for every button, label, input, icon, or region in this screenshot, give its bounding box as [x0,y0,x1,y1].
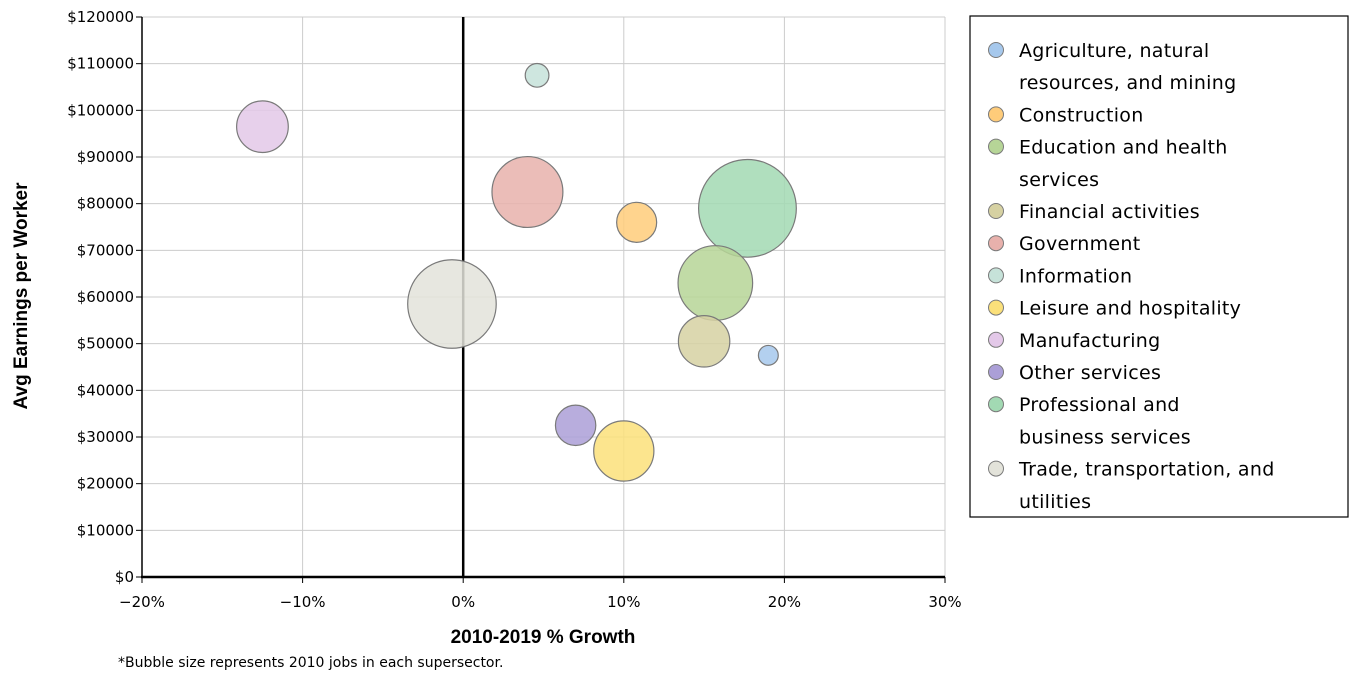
bubble-trade-transportation-and-utilities [407,259,497,349]
legend-label: Education and health [1019,137,1228,159]
legend-label: Leisure and hospitality [1019,298,1241,320]
y-tick-label: $30000 [77,428,134,446]
legend-marker [988,331,1004,348]
x-tick-label: −10% [280,593,326,611]
gridlines [142,16,946,577]
y-axis-title: Avg Earnings per Worker [11,182,32,410]
bubble-manufacturing [236,100,289,154]
legend-label: resources, and mining [1019,72,1236,94]
legend-marker [988,106,1004,123]
y-tick-label: $10000 [77,521,134,539]
bubble-professional-and-business-services [697,158,797,258]
legend-marker [988,42,1004,58]
legend-marker [988,364,1004,380]
x-tick-label: 30% [928,593,961,611]
bubble-education-and-health-services [677,245,754,321]
y-tick-label: $0 [115,568,134,586]
y-tick-label: $60000 [77,288,134,306]
legend-label: Information [1019,265,1132,287]
x-tick-label: −20% [119,593,165,611]
legend-label: Other services [1019,362,1161,384]
legend-label: Trade, transportation, and [1018,459,1275,481]
legend-marker [988,138,1004,155]
bubble-other-services [554,404,597,447]
y-tick-label: $90000 [77,148,134,166]
legend-label: Manufacturing [1019,330,1160,352]
bubble-information [524,62,550,88]
y-tick-label: $80000 [77,195,134,213]
y-tick-label: $50000 [77,335,134,353]
legend-marker [988,396,1004,413]
y-tick-label: $100000 [67,101,134,119]
legend-label: Financial activities [1019,201,1200,223]
legend-marker [988,299,1004,316]
bubble-financial-activities [677,315,731,368]
x-tick-label: 0% [451,593,475,611]
bubbles [236,62,797,482]
y-tick-label: $40000 [77,381,134,399]
x-axis-title: 2010-2019 % Growth [451,627,636,648]
axes: $0 $10000 $20000 $30000 $40000 $50000 $60000 $7… [67,8,961,611]
legend-marker [988,203,1004,219]
legend-marker [988,267,1004,284]
y-tick-label: $110000 [67,55,134,73]
legend-label: Government [1019,233,1141,255]
legend-label: Construction [1019,104,1144,126]
bubble-government [491,155,564,229]
legend-label: business services [1019,426,1191,448]
y-tick-label: $20000 [77,475,134,493]
legend-label: services [1019,169,1099,191]
x-tick-label: 10% [607,593,640,611]
legend-marker [988,235,1004,252]
legend-label: utilities [1019,491,1091,513]
x-tick-label: 20% [768,593,801,611]
y-tick-label: $70000 [77,241,134,259]
legend: Agriculture, natural resources, and minin… [969,15,1349,518]
legend-label: Professional and [1019,394,1180,416]
bubble-construction [616,201,658,243]
legend-label: Agriculture, natural [1019,40,1209,62]
bubble-agriculture-natural-resources-and-mining [757,344,779,366]
bubble-leisure-and-hospitality [593,420,655,482]
legend-box [969,15,1349,518]
y-tick-label: $120000 [67,8,134,26]
legend-marker [988,460,1004,477]
footnote: *Bubble size represents 2010 jobs in eac… [118,655,503,671]
